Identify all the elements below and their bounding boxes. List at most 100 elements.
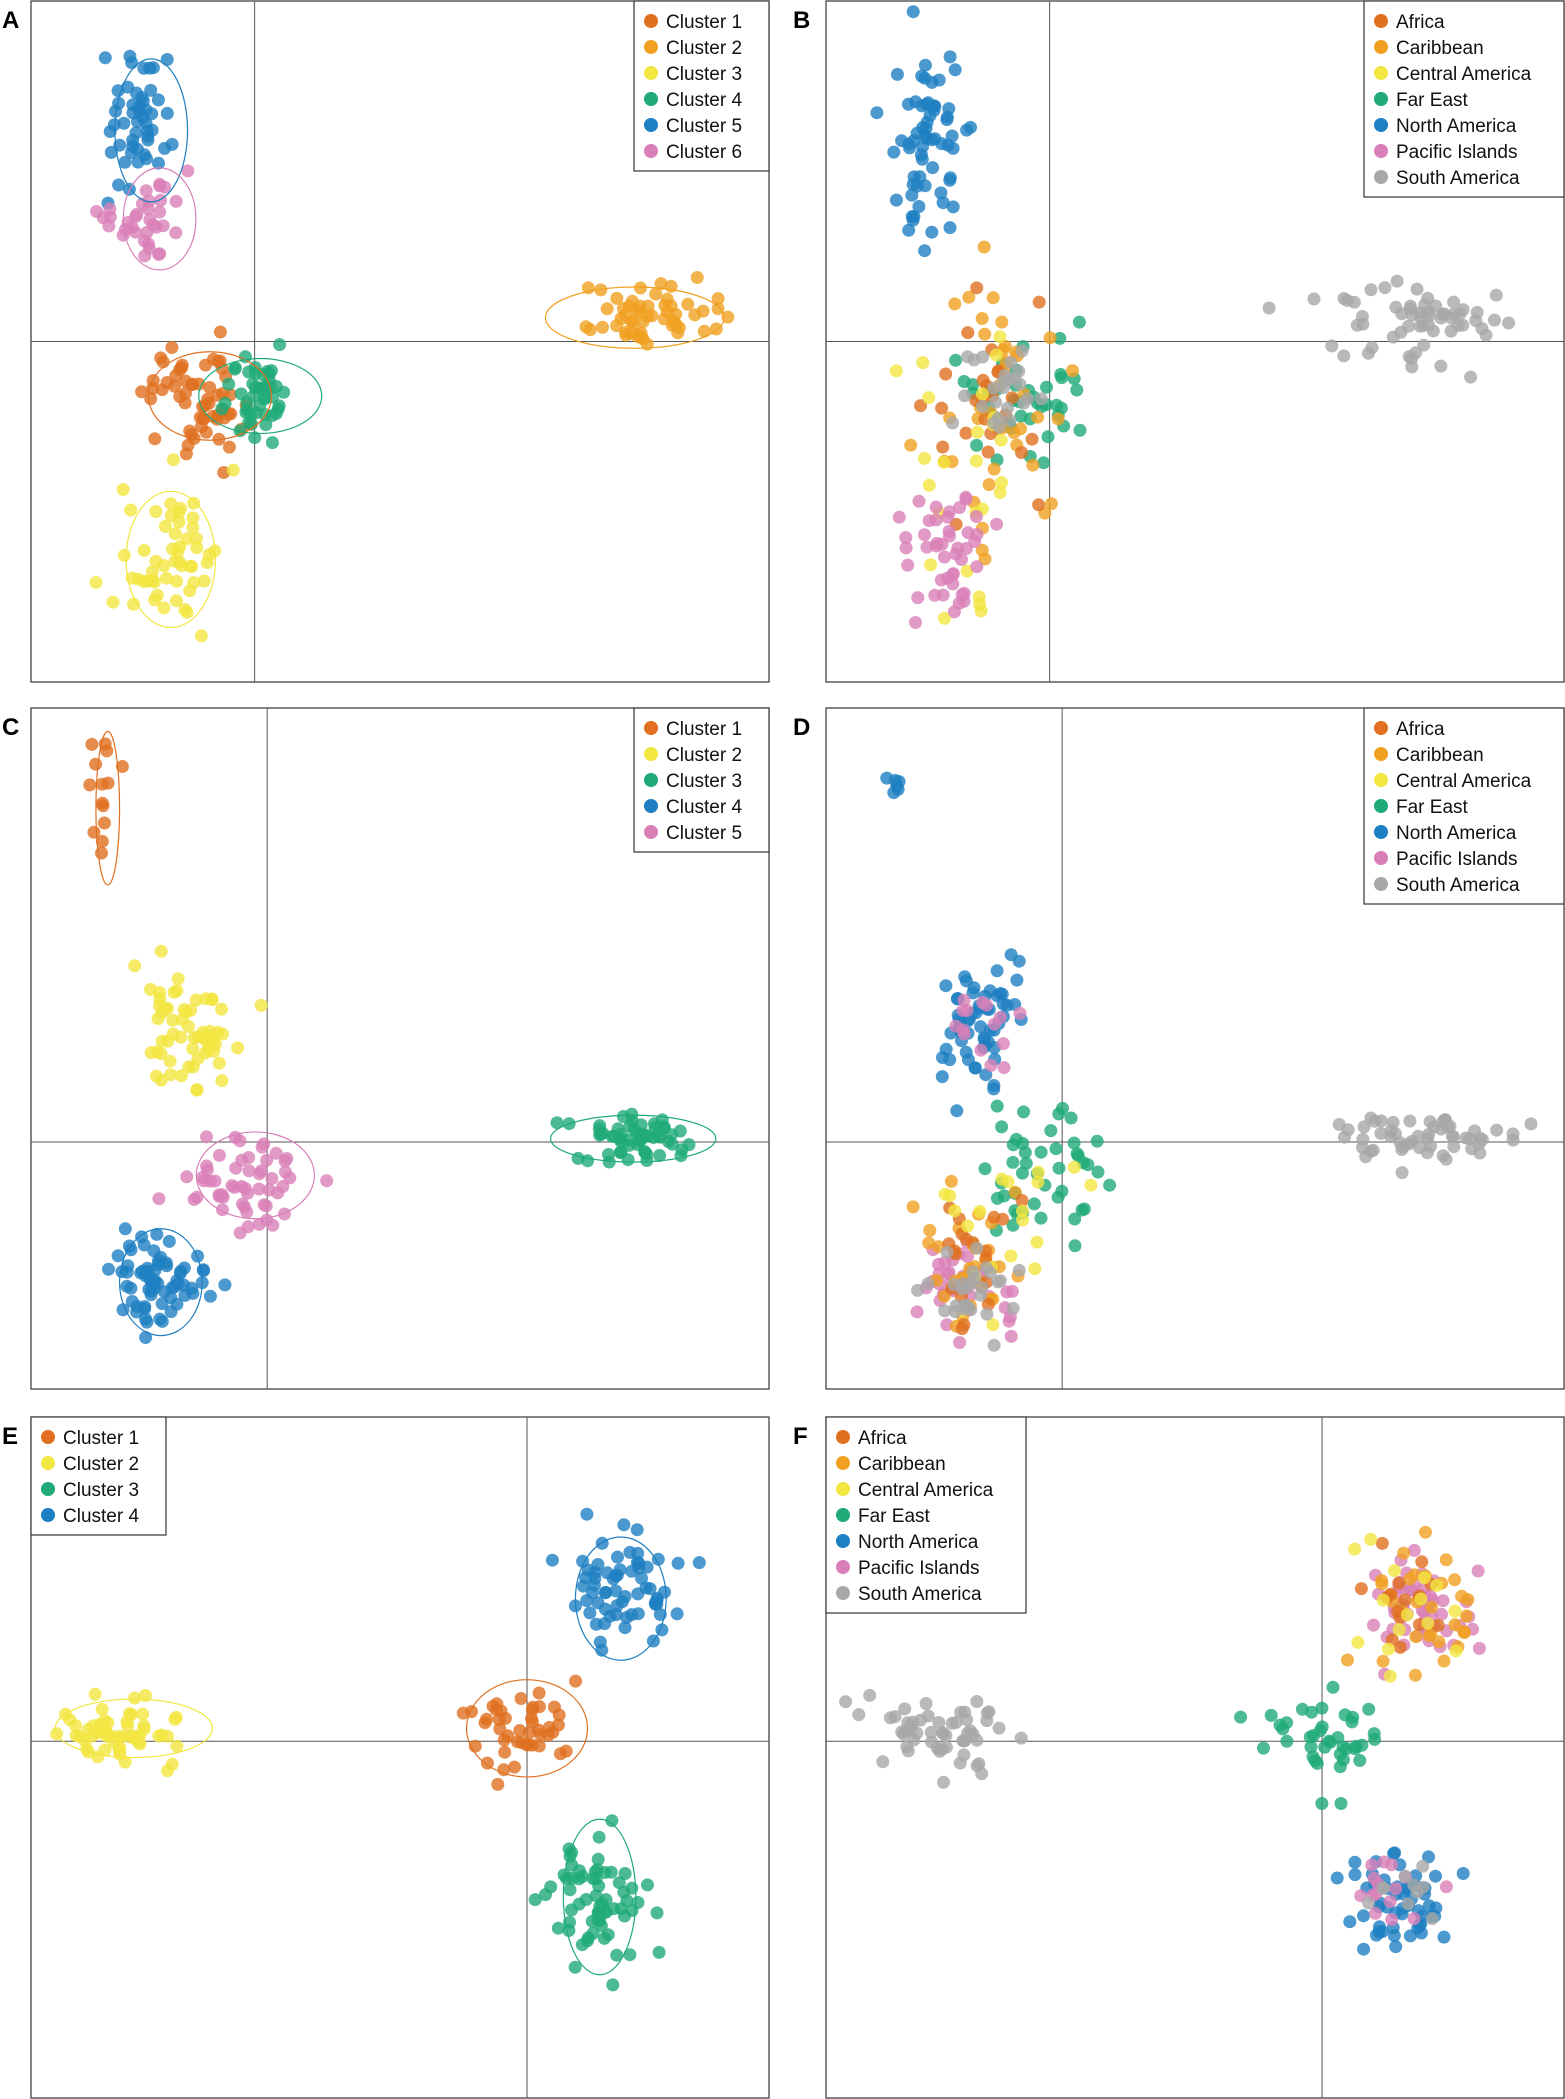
data-point — [1397, 1546, 1411, 1560]
data-point — [231, 1041, 245, 1055]
data-point — [605, 1129, 619, 1143]
data-point — [1012, 954, 1026, 968]
data-point — [588, 1571, 602, 1585]
data-point — [1374, 1126, 1388, 1140]
data-point — [949, 1716, 963, 1729]
data-point — [948, 297, 962, 311]
legend-label: Far East — [1396, 90, 1469, 111]
data-point — [1333, 1747, 1347, 1761]
data-point — [89, 576, 103, 589]
data-point — [876, 1755, 890, 1769]
legend-marker — [1374, 825, 1388, 839]
data-point — [1469, 314, 1483, 328]
data-point — [990, 517, 1004, 531]
data-point — [901, 558, 915, 572]
data-point — [1447, 307, 1461, 321]
data-point — [941, 510, 955, 524]
data-point — [613, 1146, 627, 1159]
data-point — [671, 1556, 685, 1570]
data-point — [649, 287, 663, 301]
data-point — [532, 1739, 546, 1753]
data-point — [977, 1031, 991, 1044]
data-point — [1415, 1555, 1429, 1569]
data-point — [1037, 456, 1051, 470]
data-point — [1307, 292, 1321, 306]
data-point — [1017, 396, 1031, 410]
data-point — [190, 1083, 204, 1097]
data-point — [636, 315, 650, 329]
data-point — [1367, 1618, 1380, 1632]
data-point — [131, 142, 144, 156]
legend-marker — [41, 1508, 55, 1522]
data-point — [88, 1687, 102, 1701]
data-point — [696, 304, 710, 318]
data-point — [1430, 1578, 1444, 1592]
data-point — [1028, 1262, 1042, 1276]
data-point — [186, 511, 200, 525]
panel-label: D — [793, 714, 810, 741]
data-point — [259, 1199, 273, 1213]
data-point — [625, 1114, 639, 1128]
data-point — [528, 1893, 542, 1907]
data-point — [960, 564, 974, 578]
data-point — [1364, 1532, 1378, 1546]
data-point — [1068, 1212, 1082, 1226]
data-point — [1365, 1858, 1379, 1872]
data-point — [115, 1729, 128, 1743]
data-point — [630, 1523, 644, 1537]
data-point — [139, 1331, 153, 1344]
data-point — [1012, 1263, 1026, 1277]
legend-marker — [836, 1430, 850, 1444]
data-point — [980, 998, 993, 1012]
data-point — [887, 786, 901, 800]
data-point — [568, 1960, 582, 1974]
data-point — [889, 364, 903, 378]
data-point — [1472, 1137, 1486, 1151]
legend-label: Cluster 1 — [666, 719, 742, 740]
data-point — [233, 424, 247, 438]
data-point — [583, 1606, 597, 1620]
data-point — [1405, 360, 1419, 374]
data-point — [85, 737, 99, 751]
data-point — [910, 1305, 924, 1319]
data-point — [1052, 1161, 1066, 1175]
data-point — [1490, 1123, 1504, 1137]
panel-b: Africa Caribbean Central America Far East No… — [793, 0, 1565, 683]
data-point — [651, 1552, 665, 1566]
data-point — [1456, 1867, 1470, 1880]
data-point — [1034, 392, 1048, 406]
data-point — [106, 595, 120, 609]
data-point — [1357, 1942, 1371, 1956]
data-point — [961, 1250, 974, 1263]
data-point — [508, 1760, 521, 1774]
data-point — [674, 1149, 688, 1163]
data-point — [1273, 1718, 1287, 1732]
data-point — [1257, 1741, 1270, 1755]
data-point — [660, 292, 674, 306]
data-point — [1421, 1616, 1435, 1630]
data-point — [943, 1189, 957, 1203]
data-point — [269, 1146, 283, 1160]
data-point — [532, 1686, 546, 1700]
data-point — [1386, 330, 1400, 344]
data-point — [1304, 1740, 1318, 1754]
data-point — [1364, 283, 1378, 297]
data-point — [977, 240, 991, 254]
data-point — [117, 116, 131, 130]
data-point — [152, 156, 165, 170]
data-point — [87, 825, 101, 839]
data-point — [939, 1042, 953, 1056]
data-point — [1408, 1568, 1422, 1582]
data-point — [197, 1264, 211, 1278]
legend-marker — [644, 92, 658, 106]
data-point — [1348, 1542, 1362, 1556]
data-point — [1388, 1127, 1402, 1141]
data-point — [937, 455, 951, 469]
data-point — [974, 1043, 988, 1057]
points-layer — [839, 1525, 1486, 1956]
data-point — [969, 510, 983, 523]
data-point — [944, 1174, 958, 1188]
data-point — [95, 1702, 109, 1716]
legend-label: Cluster 4 — [63, 1506, 139, 1527]
data-point — [919, 1697, 933, 1710]
